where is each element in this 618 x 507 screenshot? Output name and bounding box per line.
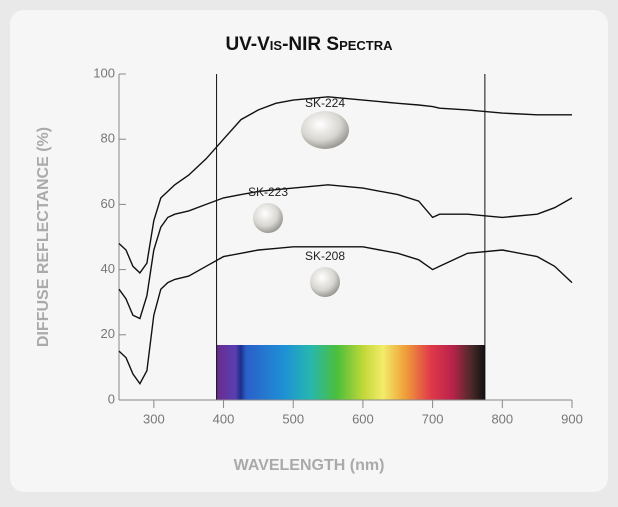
- y-tick-label: 100: [93, 65, 115, 80]
- x-tick-label: 700: [422, 411, 444, 426]
- x-tick-label: 300: [143, 411, 165, 426]
- spectrum-bar: [216, 345, 485, 400]
- y-tick-label: 60: [101, 196, 115, 211]
- pearl-icon: [301, 111, 349, 149]
- y-axis-label: DIFFUSE REFLECTANCE (%): [35, 127, 52, 347]
- pearl-icon: [310, 267, 340, 297]
- x-tick-label: 900: [561, 411, 583, 426]
- series-label: SK-208: [305, 249, 345, 263]
- y-tick-label: 40: [101, 261, 115, 276]
- x-axis-label: WAVELENGTH (nm): [234, 457, 385, 474]
- spectrum-line: [118, 246, 573, 386]
- y-tick-label: 80: [101, 131, 115, 146]
- series-label: SK-223: [248, 185, 288, 199]
- x-tick-label: 800: [491, 411, 513, 426]
- y-tick-label: 0: [108, 391, 115, 406]
- x-tick-label: 500: [282, 411, 304, 426]
- series-label: SK-224: [305, 96, 345, 110]
- x-tick-label: 600: [352, 411, 374, 426]
- spectrum-line: [118, 96, 572, 274]
- y-tick-label: 20: [101, 326, 115, 341]
- spectrum-line: [118, 184, 573, 320]
- pearl-icon: [253, 203, 283, 233]
- chart-title: UV-Vis-NIR Spectra: [225, 34, 393, 55]
- x-tick-label: 400: [213, 411, 235, 426]
